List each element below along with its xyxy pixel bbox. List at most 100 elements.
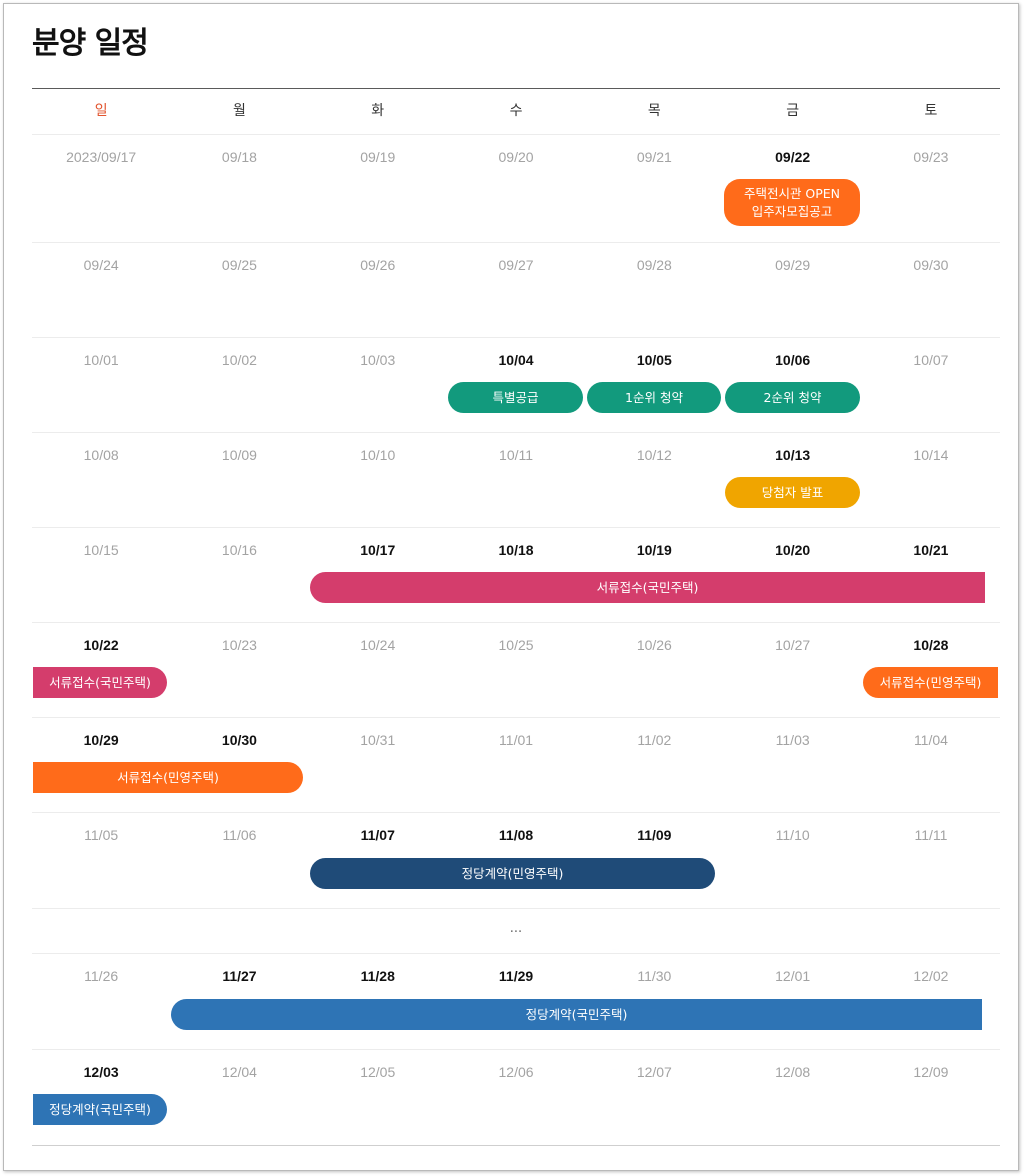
event-contract-public-cont[interactable]: 정당계약(국민주택)	[33, 1094, 167, 1125]
date-cell: 10/03	[360, 352, 396, 368]
date-cell: 12/06	[498, 1064, 534, 1080]
date-cell: 09/18	[221, 149, 257, 165]
date-cell: 09/20	[498, 149, 534, 165]
weekday-wed: 수	[509, 103, 523, 119]
date-cell: 10/01	[83, 352, 119, 368]
week-row: 10/22 10/23 10/24 10/25 10/26 10/27 10/2…	[32, 623, 1000, 718]
calendar: 일 월 화 수 목 금 토 2023/09/17 09/18 09/19 09/…	[32, 88, 1000, 1146]
ellipsis-row: ...	[32, 909, 1000, 954]
weekday-tue: 화	[371, 103, 385, 119]
date-cell: 12/01	[775, 968, 811, 984]
date-cell: 09/30	[913, 257, 949, 273]
date-cell-active: 12/03	[83, 1064, 119, 1080]
date-cell: 09/26	[360, 257, 396, 273]
event-winners[interactable]: 당첨자 발표	[725, 477, 860, 508]
page-title: 분양 일정	[32, 26, 149, 61]
date-cell: 09/25	[221, 257, 257, 273]
date-cell-active: 10/22	[83, 637, 119, 653]
date-cell-active: 10/05	[636, 352, 672, 368]
date-cell: 11/01	[499, 732, 534, 748]
date-cell-active: 10/06	[775, 352, 811, 368]
date-cell: 12/04	[221, 1064, 257, 1080]
date-cell: 09/24	[83, 257, 119, 273]
week-row: 10/29 10/30 10/31 11/01 11/02 11/03 11/0…	[32, 718, 1000, 813]
event-docs-public-cont[interactable]: 서류접수(국민주택)	[33, 667, 167, 698]
date-cell-active: 11/29	[498, 968, 534, 984]
week-row: 11/05 11/06 11/07 11/08 11/09 11/10 11/1…	[32, 813, 1000, 909]
week-row: 09/24 09/25 09/26 09/27 09/28 09/29 09/3…	[32, 243, 1000, 338]
event-contract-public[interactable]: 정당계약(국민주택)	[171, 999, 982, 1030]
date-cell: 11/04	[913, 732, 948, 748]
event-second-rank[interactable]: 2순위 청약	[725, 382, 860, 413]
date-cell-active: 10/13	[775, 447, 811, 463]
weekday-mon: 월	[233, 103, 246, 119]
ellipsis: ...	[509, 921, 523, 936]
date-cell-active: 10/29	[83, 732, 119, 748]
week-row: 10/01 10/02 10/03 10/04 10/05 10/06 10/0…	[32, 338, 1000, 433]
weekday-thu: 목	[647, 103, 661, 119]
date-cell: 11/06	[222, 827, 257, 843]
date-cell: 09/19	[360, 149, 396, 165]
date-cell-active: 11/08	[498, 827, 534, 843]
event-special-supply[interactable]: 특별공급	[448, 382, 583, 413]
date-cell: 10/26	[636, 637, 672, 653]
date-cell: 10/02	[221, 352, 257, 368]
date-cell: 10/15	[83, 542, 119, 558]
date-cell-active: 10/21	[913, 542, 949, 558]
weekday-header: 일 월 화 수 목 금 토	[32, 89, 1000, 135]
week-row: 10/15 10/16 10/17 10/18 10/19 10/20 10/2…	[32, 528, 1000, 623]
date-cell: 12/02	[913, 968, 949, 984]
date-cell: 09/28	[636, 257, 672, 273]
date-cell: 12/07	[636, 1064, 672, 1080]
date-cell: 10/12	[636, 447, 672, 463]
weekday-fri: 금	[786, 103, 800, 119]
window-frame: 분양 일정 일 월 화 수 목 금 토 2023/09/17 09/18 09/…	[3, 3, 1019, 1171]
event-first-rank[interactable]: 1순위 청약	[587, 382, 721, 413]
date-cell: 12/05	[360, 1064, 396, 1080]
date-cell: 10/24	[360, 637, 396, 653]
date-cell-active: 09/22	[775, 149, 811, 165]
event-contract-private[interactable]: 정당계약(민영주택)	[310, 858, 715, 889]
date-cell: 10/23	[221, 637, 257, 653]
week-row: 10/08 10/09 10/10 10/11 10/12 10/13 10/1…	[32, 433, 1000, 528]
weekday-sat: 토	[924, 103, 938, 119]
date-cell: 11/26	[84, 968, 119, 984]
date-cell: 2023/09/17	[66, 149, 137, 165]
date-cell: 10/25	[498, 637, 534, 653]
event-docs-private[interactable]: 서류접수(민영주택)	[863, 667, 998, 698]
date-cell: 12/09	[913, 1064, 949, 1080]
date-cell: 09/23	[913, 149, 949, 165]
date-cell: 11/02	[637, 732, 672, 748]
week-row: 2023/09/17 09/18 09/19 09/20 09/21 09/22…	[32, 135, 1000, 243]
date-cell-active: 10/20	[775, 542, 811, 558]
date-cell-active: 11/07	[360, 827, 395, 843]
week-row: 11/26 11/27 11/28 11/29 11/30 12/01 12/0…	[32, 954, 1000, 1050]
event-housing-open[interactable]: 주택전시관 OPEN 입주자모집공고	[724, 179, 860, 226]
date-cell: 10/10	[360, 447, 396, 463]
weekday-sun: 일	[94, 103, 108, 119]
date-cell: 10/31	[360, 732, 396, 748]
date-cell: 10/09	[221, 447, 257, 463]
date-cell: 10/07	[913, 352, 949, 368]
date-cell: 09/21	[636, 149, 672, 165]
date-cell-active: 11/28	[360, 968, 395, 984]
date-cell: 11/05	[84, 827, 119, 843]
date-cell-active: 10/28	[913, 637, 949, 653]
date-cell: 10/14	[913, 447, 949, 463]
date-cell-active: 11/27	[222, 968, 257, 984]
date-cell: 09/27	[498, 257, 534, 273]
event-label: 입주자모집공고	[751, 203, 833, 219]
date-cell: 10/16	[221, 542, 257, 558]
date-cell: 12/08	[775, 1064, 811, 1080]
date-cell-active: 10/04	[498, 352, 534, 368]
date-cell-active: 10/30	[221, 732, 257, 748]
date-cell: 10/08	[83, 447, 119, 463]
date-cell: 10/11	[499, 447, 534, 463]
date-cell: 09/29	[775, 257, 811, 273]
date-cell: 11/10	[775, 827, 810, 843]
date-cell-active: 10/17	[360, 542, 396, 558]
date-cell: 11/11	[914, 827, 948, 843]
date-cell-active: 10/18	[498, 542, 534, 558]
event-docs-private-cont[interactable]: 서류접수(민영주택)	[33, 762, 303, 793]
event-docs-public[interactable]: 서류접수(국민주택)	[310, 572, 985, 603]
